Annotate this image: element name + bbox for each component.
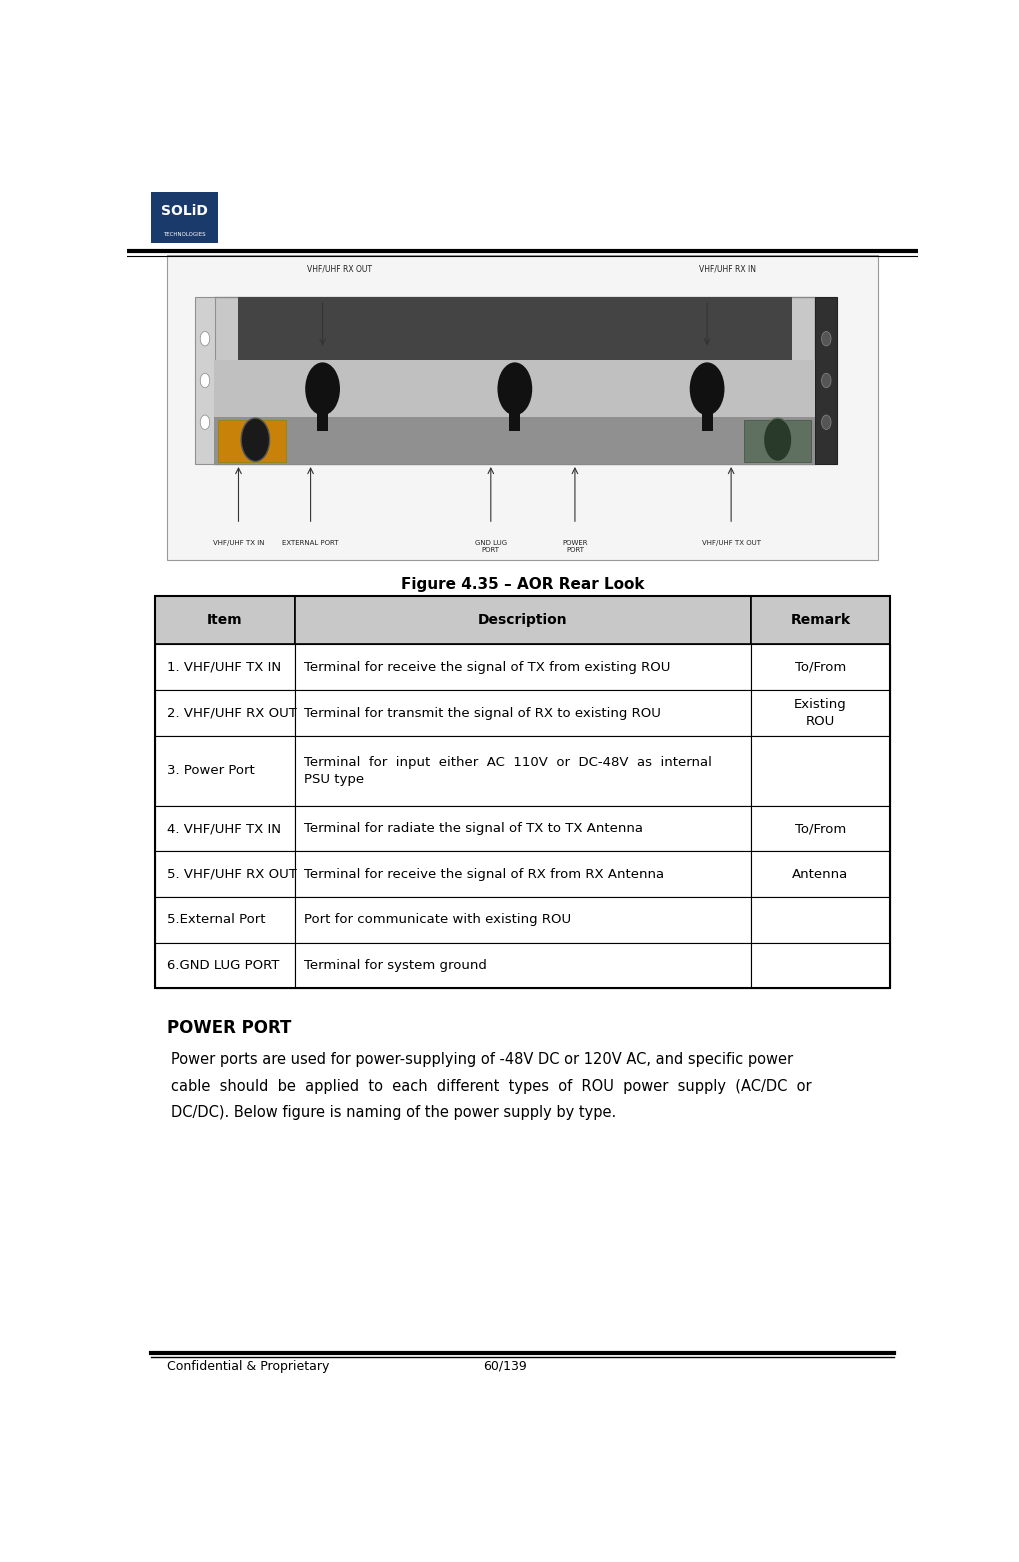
Text: VHF/UHF RX OUT: VHF/UHF RX OUT (307, 264, 371, 273)
Bar (750, 851, 890, 897)
Circle shape (200, 331, 210, 345)
Bar (155, 897, 294, 943)
Text: Confidential & Proprietary: Confidential & Proprietary (167, 1359, 329, 1373)
Circle shape (820, 415, 830, 430)
Bar (750, 943, 890, 989)
Bar (195, 297, 215, 464)
Bar (155, 645, 294, 690)
Circle shape (305, 362, 339, 415)
Text: Power ports are used for power-supplying of -48V DC or 120V AC, and specific pow: Power ports are used for power-supplying… (171, 1053, 793, 1067)
Bar (750, 897, 890, 943)
Bar (317, 389, 328, 431)
Text: Terminal for radiate the signal of TX to TX Antenna: Terminal for radiate the signal of TX to… (304, 822, 643, 836)
Bar (750, 645, 890, 690)
Text: 60/139: 60/139 (483, 1359, 527, 1373)
Bar (151, 192, 218, 244)
Circle shape (497, 362, 532, 415)
Text: Terminal for transmit the signal of RX to existing ROU: Terminal for transmit the signal of RX t… (304, 706, 660, 720)
Circle shape (200, 373, 210, 387)
Text: SOLiD: SOLiD (161, 205, 208, 219)
Text: Figure 4.35 – AOR Rear Look: Figure 4.35 – AOR Rear Look (400, 576, 644, 592)
Bar (294, 690, 750, 736)
Bar (218, 420, 285, 462)
Text: 5.External Port: 5.External Port (167, 914, 265, 926)
Bar (155, 806, 294, 851)
Bar (294, 943, 750, 989)
Bar (294, 897, 750, 943)
Text: TECHNOLOGIES: TECHNOLOGIES (163, 231, 206, 236)
Bar (814, 297, 837, 464)
Text: Description: Description (478, 614, 567, 628)
Bar (238, 297, 791, 361)
Bar (508, 389, 520, 431)
Text: cable  should  be  applied  to  each  different  types  of  ROU  power  supply  : cable should be applied to each differen… (171, 1079, 811, 1093)
Text: EXTERNAL PORT: EXTERNAL PORT (282, 540, 338, 545)
Text: Terminal for receive the signal of TX from existing ROU: Terminal for receive the signal of TX fr… (304, 661, 671, 673)
Text: 5. VHF/UHF RX OUT: 5. VHF/UHF RX OUT (167, 868, 297, 881)
Text: Item: Item (207, 614, 243, 628)
Text: Terminal for receive the signal of RX from RX Antenna: Terminal for receive the signal of RX fr… (304, 868, 663, 881)
Circle shape (200, 415, 210, 430)
Bar (214, 361, 814, 464)
Bar (155, 851, 294, 897)
Bar (750, 597, 890, 645)
Bar (294, 806, 750, 851)
Bar (155, 736, 294, 806)
Bar (155, 597, 890, 989)
Text: VHF/UHF RX IN: VHF/UHF RX IN (698, 264, 755, 273)
Text: Existing
ROU: Existing ROU (794, 698, 846, 728)
Bar (155, 690, 294, 736)
Text: DC/DC). Below figure is naming of the power supply by type.: DC/DC). Below figure is naming of the po… (171, 1106, 615, 1120)
Text: Port for communicate with existing ROU: Port for communicate with existing ROU (304, 914, 571, 926)
Bar (750, 690, 890, 736)
Bar (155, 597, 294, 645)
Text: Antenna: Antenna (792, 868, 848, 881)
Text: 3. Power Port: 3. Power Port (167, 764, 255, 778)
Bar (294, 645, 750, 690)
Circle shape (762, 419, 791, 461)
Text: Terminal for system ground: Terminal for system ground (304, 959, 487, 972)
Text: POWER
PORT: POWER PORT (561, 540, 587, 553)
Circle shape (820, 331, 830, 345)
Circle shape (689, 362, 723, 415)
Bar (701, 389, 712, 431)
Text: 4. VHF/UHF TX IN: 4. VHF/UHF TX IN (167, 822, 281, 836)
Text: VHF/UHF TX IN: VHF/UHF TX IN (213, 540, 264, 545)
Bar (294, 851, 750, 897)
Circle shape (820, 373, 830, 387)
Bar (214, 297, 814, 464)
Bar (743, 420, 810, 462)
Text: POWER PORT: POWER PORT (167, 1018, 291, 1037)
Text: VHF/UHF TX OUT: VHF/UHF TX OUT (701, 540, 760, 545)
Text: 6.GND LUG PORT: 6.GND LUG PORT (167, 959, 279, 972)
Bar (214, 417, 814, 464)
Text: To/From: To/From (794, 661, 846, 673)
Text: To/From: To/From (794, 822, 846, 836)
Text: GND LUG
PORT: GND LUG PORT (474, 540, 506, 553)
Bar (294, 597, 750, 645)
Bar (155, 943, 294, 989)
Circle shape (240, 419, 269, 461)
Bar (294, 736, 750, 806)
Text: 1. VHF/UHF TX IN: 1. VHF/UHF TX IN (167, 661, 281, 673)
Text: 2. VHF/UHF RX OUT: 2. VHF/UHF RX OUT (167, 706, 297, 720)
Text: Remark: Remark (790, 614, 850, 628)
Bar (750, 736, 890, 806)
Bar (167, 255, 877, 561)
Text: Terminal  for  input  either  AC  110V  or  DC-48V  as  internal
PSU type: Terminal for input either AC 110V or DC-… (304, 756, 711, 786)
Bar (750, 806, 890, 851)
